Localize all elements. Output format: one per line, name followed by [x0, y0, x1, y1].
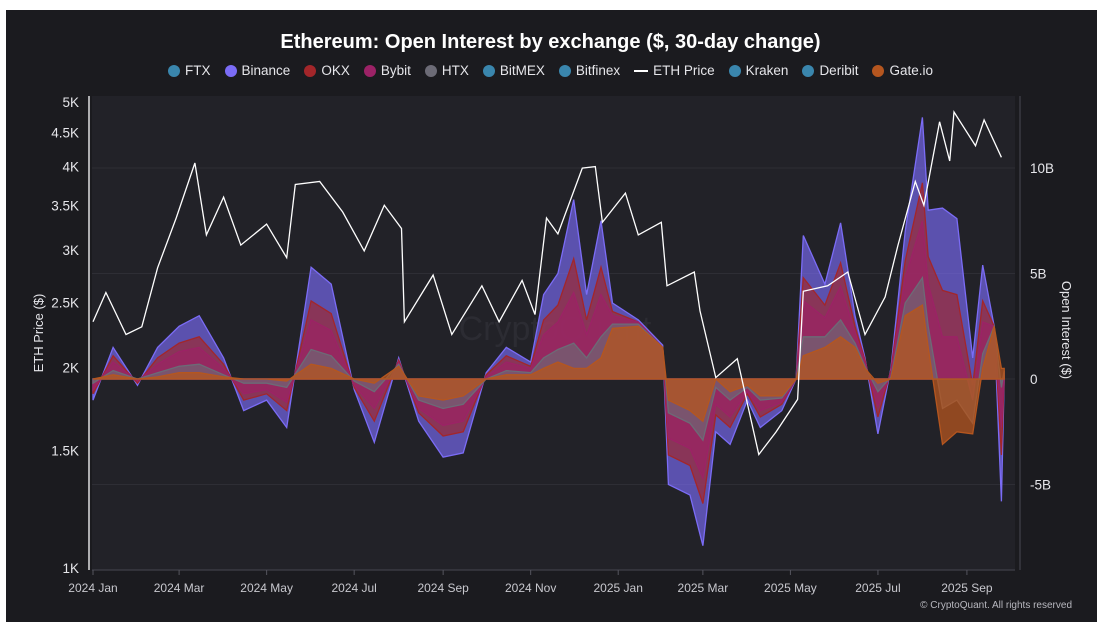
y-right-tick-label: 5B: [1030, 267, 1047, 282]
dot-marker-icon: [872, 64, 885, 77]
area-htx: [92, 275, 1005, 442]
legend-label: HTX: [441, 63, 469, 78]
legend-label: Binance: [241, 63, 291, 78]
y-right-tick-label: -5B: [1030, 478, 1051, 493]
dot-marker-icon: [802, 64, 815, 77]
dot-marker-icon: [304, 64, 317, 77]
legend-item-kraken[interactable]: Kraken: [728, 63, 789, 78]
legend-item-binance[interactable]: Binance: [224, 63, 291, 78]
dot-marker-icon: [424, 64, 437, 77]
legend-item-htx[interactable]: HTX: [424, 63, 469, 78]
x-tick-label: 2025 May: [764, 581, 817, 595]
chart-title: Ethereum: Open Interest by exchange ($, …: [280, 31, 821, 53]
x-tick-label: 2025 Jul: [855, 581, 900, 595]
legend-item-bitfinex[interactable]: Bitfinex: [558, 63, 621, 78]
x-tick-label: 2025 Jan: [594, 581, 643, 595]
eth-price-line: [92, 110, 1002, 456]
x-tick-label: 2024 Jul: [331, 581, 376, 595]
y-left-tick-label: 2K: [62, 360, 79, 375]
legend-item-eth-price[interactable]: ETH Price: [634, 63, 715, 78]
legend: FTX Binance OKX Bybit HTX BitMEX Bitfinex ETH P…: [0, 63, 1101, 78]
dot-marker-icon: [224, 64, 237, 77]
legend-label: ETH Price: [653, 63, 715, 78]
legend-label: Bitfinex: [575, 63, 621, 78]
legend-item-deribit[interactable]: Deribit: [802, 63, 858, 78]
dot-marker-icon: [363, 64, 376, 77]
legend-label: Bybit: [380, 63, 411, 78]
legend-item-bybit[interactable]: Bybit: [363, 63, 411, 78]
legend-item-ftx[interactable]: FTX: [168, 63, 211, 78]
y-left-tick-label: 3.5K: [51, 198, 79, 213]
x-tick-label: 2025 Mar: [678, 581, 729, 595]
dot-marker-icon: [168, 64, 181, 77]
y-left-axis-title: ETH Price ($): [31, 294, 46, 373]
legend-label: FTX: [185, 63, 211, 78]
legend-label: Gate.io: [889, 63, 933, 78]
x-tick-label: 2024 Sep: [417, 581, 469, 595]
y-left-tick-label: 3K: [62, 243, 79, 258]
legend-item-gate-io[interactable]: Gate.io: [872, 63, 933, 78]
y-right-tick-label: 10B: [1030, 161, 1054, 176]
dot-marker-icon: [482, 64, 495, 77]
legend-label: Kraken: [745, 63, 789, 78]
y-right-tick-label: 0: [1030, 372, 1038, 387]
y-right-axis-title: Open Interest ($): [1059, 281, 1074, 379]
legend-item-okx[interactable]: OKX: [304, 63, 350, 78]
x-tick-label: 2024 Mar: [154, 581, 205, 595]
y-left-tick-label: 4.5K: [51, 126, 79, 141]
y-left-tick-label: 2.5K: [51, 296, 79, 311]
legend-label: BitMEX: [499, 63, 545, 78]
legend-item-bitmex[interactable]: BitMEX: [482, 63, 545, 78]
legend-label: Deribit: [819, 63, 859, 78]
area-bybit: [92, 220, 1005, 481]
dot-marker-icon: [728, 64, 741, 77]
y-left-tick-label: 5K: [62, 95, 79, 110]
legend-label: OKX: [321, 63, 350, 78]
y-left-tick-label: 1.5K: [51, 444, 79, 459]
line-marker-icon: [634, 69, 649, 72]
x-tick-label: 2024 Nov: [505, 581, 556, 595]
x-tick-label: 2024 Jan: [68, 581, 117, 595]
y-left-tick-label: 1K: [62, 561, 79, 576]
x-tick-label: 2025 Sep: [941, 581, 993, 595]
y-left-tick-label: 4K: [62, 160, 79, 175]
area-gate-io: [92, 304, 1005, 446]
x-tick-label: 2024 May: [240, 581, 293, 595]
dot-marker-icon: [558, 64, 571, 77]
copyright-text: © CryptoQuant. All rights reserved: [920, 600, 1072, 611]
